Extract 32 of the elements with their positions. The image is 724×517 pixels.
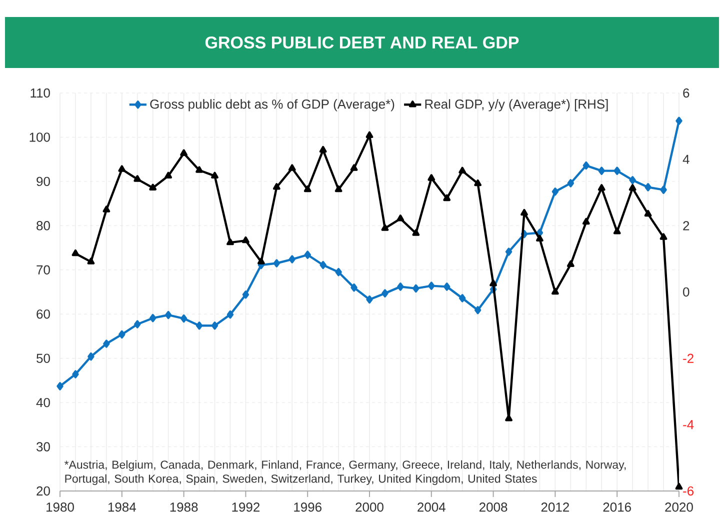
y2-tick-label: 0 (683, 287, 690, 297)
legend-label: Real GDP, y/y (Average*) [RHS] (425, 99, 608, 112)
y2-tick-label: 2 (683, 221, 690, 230)
y-tick-label: 40 (36, 398, 50, 408)
x-tick-label: 2016 (603, 502, 631, 512)
x-tick-label: 1980 (46, 502, 74, 512)
y2-tick-label: -2 (683, 354, 694, 363)
y-tick-label: 110 (30, 88, 50, 98)
y-tick-label: 30 (36, 442, 50, 452)
y2-tick-label: 4 (682, 154, 690, 164)
y-tick-label: 80 (36, 221, 50, 230)
legend-label: Gross public debt as % of GDP (Average*) (150, 99, 394, 112)
y-tick-label: 100 (30, 132, 50, 142)
y2-tick-label: -4 (683, 420, 694, 430)
x-tick-label: 1988 (170, 502, 198, 512)
y2-tick-label: -6 (683, 486, 694, 496)
x-tick-label: 2000 (356, 502, 384, 512)
y-tick-label: 20 (36, 486, 50, 496)
chart-title: GROSS PUBLIC DEBT AND REAL GDP (205, 36, 519, 49)
x-tick-label: 1984 (108, 502, 136, 512)
y-tick-label: 70 (36, 265, 50, 274)
y-tick-label: 90 (36, 176, 50, 186)
x-tick-label: 2012 (541, 502, 569, 512)
y2-tick-label: 6 (683, 88, 690, 98)
x-tick-label: 2008 (479, 502, 508, 512)
y-tick-label: 50 (36, 354, 50, 363)
annotation: *Austria, Belgium, Canada, Denmark, Finland, France, Germany, Greece, Ireland, Italy, Netherlands, Norway, Portugal, South Korea, Spain, Sweden, Switzerland, Turkey, United Kingdom, United States (64, 460, 626, 486)
x-tick-label: 2004 (418, 502, 446, 512)
x-tick-label: 2020 (665, 502, 693, 512)
x-tick-label: 1992 (232, 502, 260, 512)
y-tick-label: 60 (36, 309, 50, 319)
x-tick-label: 1996 (294, 502, 322, 512)
